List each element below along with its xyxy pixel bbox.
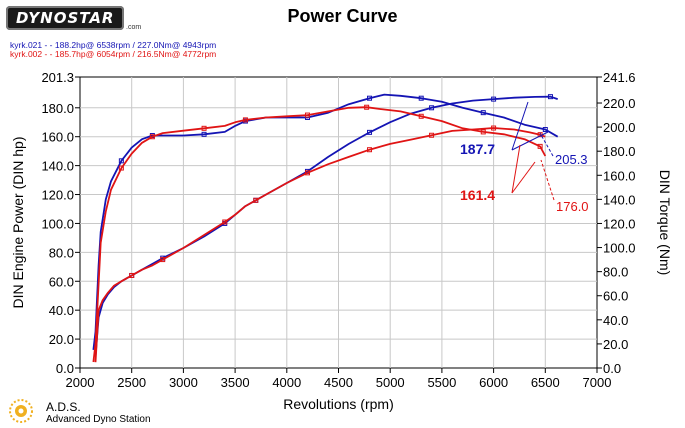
x-tick-label: 3500 (221, 375, 250, 390)
y2-tick-label: 160.0 (603, 168, 636, 183)
y-axis-title: DIN Engine Power (DIN hp) (10, 137, 26, 309)
data-point (201, 131, 207, 137)
chart-title: Power Curve (287, 6, 398, 26)
y2-tick-label: 200.0 (603, 120, 636, 135)
run-legend-2: kyrk.002 - - 185.7hp@ 6054rpm / 216.5Nm@… (10, 49, 217, 59)
data-point (304, 170, 310, 176)
data-point (304, 112, 310, 118)
y2-tick-label: 40.0 (603, 313, 628, 328)
y-tick-label: 140.0 (41, 159, 74, 174)
annotation-blue-power-peak: 187.7 (460, 141, 495, 157)
data-point (367, 95, 373, 101)
y-tick-label: 40.0 (49, 303, 74, 318)
x-tick-label: 5000 (376, 375, 405, 390)
data-point (491, 125, 497, 131)
y-tick-label: 20.0 (49, 332, 74, 347)
y2-tick-label: 80.0 (603, 265, 628, 280)
data-point (491, 96, 497, 102)
data-point (118, 158, 124, 164)
y2-tick-label: 140.0 (603, 192, 636, 207)
x-tick-label: 4000 (272, 375, 301, 390)
y-tick-label: 180.0 (41, 101, 74, 116)
x-tick-label: 6000 (479, 375, 508, 390)
run-legend-1: kyrk.021 - - 188.2hp@ 6538rpm / 227.0Nm@… (10, 40, 217, 50)
annotation-leader (540, 159, 555, 201)
data-point (480, 110, 486, 116)
x-tick-label: 7000 (583, 375, 612, 390)
y-tick-label: 60.0 (49, 274, 74, 289)
y-tick-label: 80.0 (49, 245, 74, 260)
data-point (418, 95, 424, 101)
annotation-blue-torque: 205.3 (555, 152, 588, 167)
data-point (253, 197, 259, 203)
data-point (367, 129, 373, 135)
ads-logo-icon (9, 399, 33, 423)
y2-tick-label: 60.0 (603, 289, 628, 304)
y-tick-label: 100.0 (41, 216, 74, 231)
data-point (129, 272, 135, 278)
data-point (149, 134, 155, 140)
y2-tick-label: 0.0 (603, 361, 621, 376)
series-line-kyrk.002-torque (92, 106, 547, 363)
data-point (222, 219, 228, 225)
y2-tick-label: 120.0 (603, 216, 636, 231)
y2-tick-label: 220.0 (603, 96, 636, 111)
annotation-red-torque: 176.0 (556, 199, 589, 214)
data-point (364, 104, 370, 110)
data-point (480, 129, 486, 135)
annotation-red-power-peak: 161.4 (460, 187, 495, 203)
data-point (429, 132, 435, 138)
annotation-leader (539, 132, 554, 157)
annotation-leader (511, 144, 521, 194)
data-point (537, 143, 543, 149)
y2-tick-label: 241.6 (603, 70, 636, 85)
y-tick-label: 201.3 (41, 70, 74, 85)
x-tick-label: 4500 (324, 375, 353, 390)
logo-suffix: .com (126, 24, 142, 31)
y2-tick-label: 180.0 (603, 144, 636, 159)
x-axis-title: Revolutions (rpm) (283, 396, 393, 412)
x-tick-label: 5500 (427, 375, 456, 390)
dynostar-logo: DYNOSTAR (6, 6, 124, 30)
data-point (429, 105, 435, 111)
data-point (160, 257, 166, 263)
x-tick-label: 6500 (531, 375, 560, 390)
annotation-leader (511, 101, 529, 151)
annotation-leader (511, 161, 536, 194)
data-point (201, 125, 207, 131)
y-tick-label: 160.0 (41, 130, 74, 145)
footer-subtitle: Advanced Dyno Station (46, 414, 151, 425)
footer-name: A.D.S. (46, 400, 81, 414)
data-point (418, 113, 424, 119)
y2-axis-title: DIN Torque (Nm) (657, 170, 673, 276)
x-tick-label: 3000 (169, 375, 198, 390)
x-tick-label: 2000 (66, 375, 95, 390)
y2-tick-label: 100.0 (603, 241, 636, 256)
data-point (242, 117, 248, 123)
data-point (547, 94, 553, 100)
y2-tick-label: 20.0 (603, 337, 628, 352)
y-tick-label: 0.0 (56, 361, 74, 376)
y-tick-label: 120.0 (41, 188, 74, 203)
logo-text: DYNOSTAR (16, 9, 115, 27)
x-tick-label: 2500 (117, 375, 146, 390)
data-point (118, 165, 124, 171)
data-point (367, 147, 373, 153)
data-point (542, 127, 548, 133)
annotation-leader (511, 131, 549, 151)
